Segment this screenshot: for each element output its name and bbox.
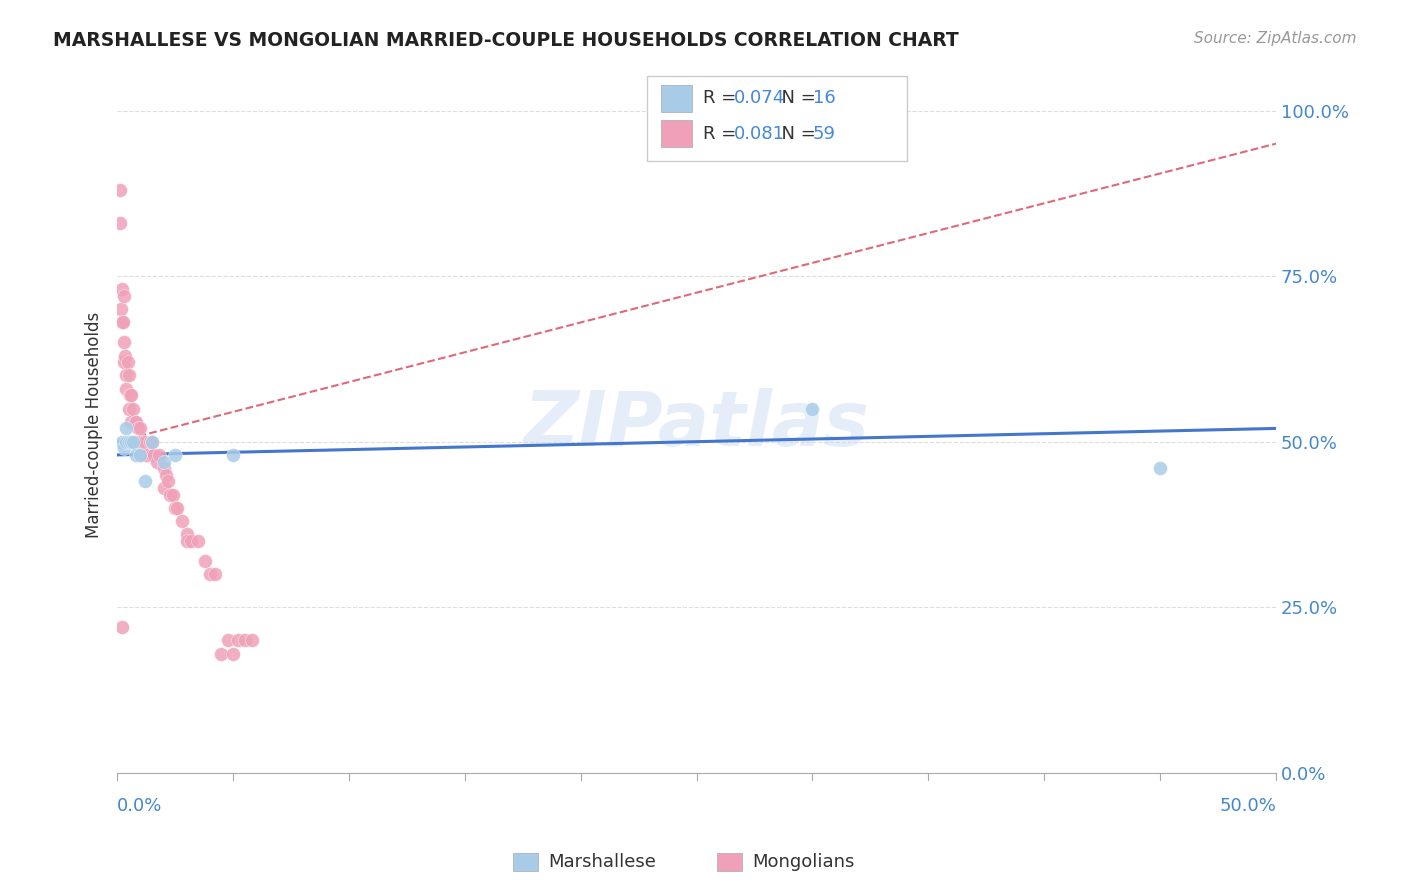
Point <box>110 302 132 317</box>
Point <box>198 567 221 582</box>
Point <box>120 415 142 429</box>
Point <box>155 467 177 482</box>
Point <box>125 448 148 462</box>
Text: Source: ZipAtlas.com: Source: ZipAtlas.com <box>1194 31 1357 46</box>
Point <box>118 401 141 416</box>
Text: 16: 16 <box>813 89 835 107</box>
Point <box>172 514 194 528</box>
Point <box>141 448 163 462</box>
Text: MARSHALLESE VS MONGOLIAN MARRIED-COUPLE HOUSEHOLDS CORRELATION CHART: MARSHALLESE VS MONGOLIAN MARRIED-COUPLE … <box>53 31 959 50</box>
Point <box>118 388 141 402</box>
Point <box>166 500 188 515</box>
Point <box>211 647 233 661</box>
Point <box>111 620 134 634</box>
Point <box>217 633 239 648</box>
Point <box>111 316 134 330</box>
Point <box>112 289 135 303</box>
Point <box>152 454 174 468</box>
Point <box>115 382 138 396</box>
Point <box>115 421 138 435</box>
Point <box>136 448 159 462</box>
Point <box>222 448 245 462</box>
Point <box>115 368 138 383</box>
Y-axis label: Married-couple Households: Married-couple Households <box>86 312 103 538</box>
Point <box>138 434 160 449</box>
Point <box>111 282 134 296</box>
Point <box>125 434 148 449</box>
Point <box>120 434 142 449</box>
Point <box>118 434 141 449</box>
Point <box>222 647 245 661</box>
Point <box>143 448 166 462</box>
Text: 59: 59 <box>813 125 835 143</box>
Point <box>115 434 138 449</box>
Point <box>111 434 134 449</box>
Point <box>122 401 145 416</box>
Text: R =: R = <box>703 125 742 143</box>
Point <box>165 448 187 462</box>
Point <box>204 567 226 582</box>
Point <box>134 475 156 489</box>
Text: N =: N = <box>770 89 823 107</box>
Point <box>131 434 153 449</box>
Text: 0.081: 0.081 <box>734 125 785 143</box>
Point <box>240 633 263 648</box>
Point <box>194 554 217 568</box>
Point <box>129 434 152 449</box>
Point <box>127 421 149 435</box>
Point <box>129 448 152 462</box>
Point <box>141 434 163 449</box>
Point <box>112 442 135 456</box>
Text: Marshallese: Marshallese <box>548 853 657 871</box>
Point <box>145 454 167 468</box>
Point <box>127 434 149 449</box>
Text: ZIPatlas: ZIPatlas <box>523 388 869 462</box>
Text: 0.074: 0.074 <box>734 89 785 107</box>
Point <box>180 534 202 549</box>
Point <box>112 355 135 369</box>
Point <box>129 448 152 462</box>
Point <box>124 415 146 429</box>
Point <box>1149 461 1171 475</box>
Point <box>165 500 187 515</box>
Text: R =: R = <box>703 89 742 107</box>
Point <box>134 448 156 462</box>
Point <box>111 316 134 330</box>
Point <box>112 335 135 350</box>
Point <box>233 633 256 648</box>
Point <box>120 388 142 402</box>
Point <box>159 488 181 502</box>
Point <box>122 434 145 449</box>
Text: 50.0%: 50.0% <box>1219 797 1277 815</box>
Point <box>152 481 174 495</box>
Point <box>162 488 184 502</box>
Point <box>108 183 131 197</box>
Point <box>129 421 152 435</box>
Point <box>141 434 163 449</box>
Point <box>176 534 198 549</box>
Point <box>176 527 198 541</box>
Text: 0.0%: 0.0% <box>117 797 163 815</box>
Point <box>114 349 136 363</box>
Point <box>801 401 824 416</box>
Point <box>152 461 174 475</box>
Text: N =: N = <box>770 125 823 143</box>
Point <box>157 475 180 489</box>
Text: Mongolians: Mongolians <box>752 853 855 871</box>
Point <box>118 368 141 383</box>
Point <box>117 355 139 369</box>
Point <box>134 434 156 449</box>
Point <box>125 415 148 429</box>
Point <box>148 448 170 462</box>
Point <box>108 216 131 230</box>
Point <box>226 633 249 648</box>
Point <box>187 534 209 549</box>
